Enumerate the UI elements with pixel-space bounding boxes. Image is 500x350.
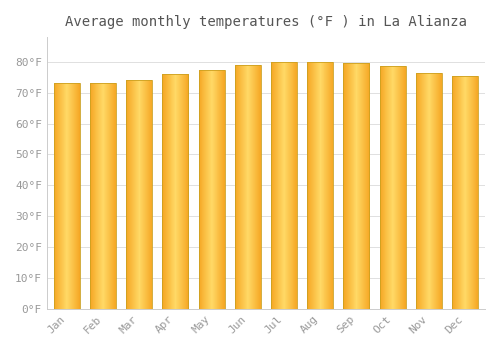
Bar	[416, 72, 442, 309]
Bar	[54, 83, 80, 309]
Bar	[198, 70, 224, 309]
Bar	[235, 65, 261, 309]
Bar	[126, 80, 152, 309]
Bar	[162, 75, 188, 309]
Bar	[90, 83, 116, 309]
Bar	[452, 76, 478, 309]
Bar	[271, 62, 297, 309]
Title: Average monthly temperatures (°F ) in La Alianza: Average monthly temperatures (°F ) in La…	[65, 15, 467, 29]
Bar	[307, 62, 334, 309]
Bar	[380, 65, 406, 309]
Bar	[344, 63, 369, 309]
